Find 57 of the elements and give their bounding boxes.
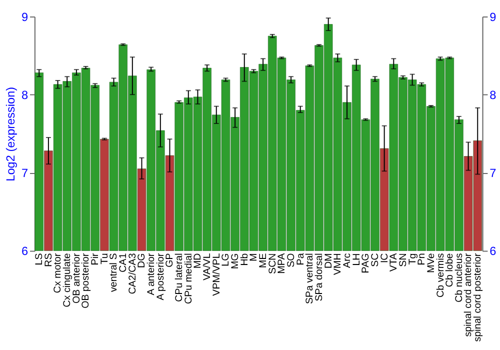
x-tick-label: OB anterior [71,252,82,304]
x-tick-label: VTA [388,252,400,272]
x-tick-label: OB posterior [80,252,92,308]
x-tick-label: SC [370,253,381,267]
x-tick-label: SPa dorsal [314,253,325,302]
x-tick-label: PAG [360,253,372,274]
x-tick-label: Cx cingulate [62,252,74,308]
x-tick-label: A posterior [155,252,166,300]
y-tick-label: 7 [21,166,28,180]
x-tick-label: Arc [342,253,353,268]
x-tick-label: DM [323,253,334,269]
x-tick-label: VA/VL [202,252,214,280]
x-tick-label: ME [258,252,269,268]
x-tick-label: Cb lobe [444,252,456,288]
x-tick-label: Tu [99,253,110,264]
x-tick-label: Hb [239,252,250,266]
x-tick-label: Cb nucleus [454,253,465,302]
x-tick-label: LG [220,253,232,266]
y-tick-label: 6 [21,244,28,258]
x-tick-label: CPu lateral [174,253,186,302]
x-tick-label: Cx motor [52,252,64,294]
x-tick-label: SN [398,253,409,267]
x-tick-label: VMH [332,253,344,276]
x-tick-label: MPA [276,252,288,274]
x-tick-label: M [248,253,260,262]
x-tick-label: CA1 [118,253,130,272]
x-tick-label: CPu medial [183,253,194,304]
x-tick-label: SCN [267,253,278,274]
y-tick-label: 8 [21,88,28,102]
x-tick-label: RS [43,252,54,267]
x-tick-label: VPM/VPL [211,252,222,296]
x-tick-label: DG [136,253,148,268]
x-tick-label: Pa [295,252,306,266]
y2-tick-label: 9 [490,10,496,24]
x-tick-label: LH [351,253,362,266]
y2-tick-label: 6 [490,244,497,258]
x-tick-label: MD [192,253,204,269]
x-tick-label: Tg [407,253,418,265]
x-tick-label: A anterior [146,252,158,296]
y-axis-title: Log2 (expression) [4,86,18,182]
x-tick-label: ventral S [108,252,120,292]
x-tick-label: Pn [416,253,428,266]
y-tick-label: 9 [21,10,28,24]
x-tick-label: spinal cord anterior [463,252,474,337]
x-tick-label: GP [164,252,176,268]
x-tick-label: CA2/CA3 [127,252,138,294]
y2-tick-label: 8 [490,88,497,102]
x-tick-label: MVe [426,252,437,273]
x-tick-label: IC [379,253,390,264]
x-tick-label: SO [286,252,297,268]
x-tick-label: SPa ventral [304,253,316,304]
x-tick-label: Pir [90,252,102,266]
x-tick-label: spinal cord posterior [472,252,484,342]
x-tick-label: MG [230,253,241,270]
y2-tick-label: 7 [490,166,496,180]
x-tick-label: LS [34,252,46,266]
x-tick-label: Cb vermis [435,253,446,298]
